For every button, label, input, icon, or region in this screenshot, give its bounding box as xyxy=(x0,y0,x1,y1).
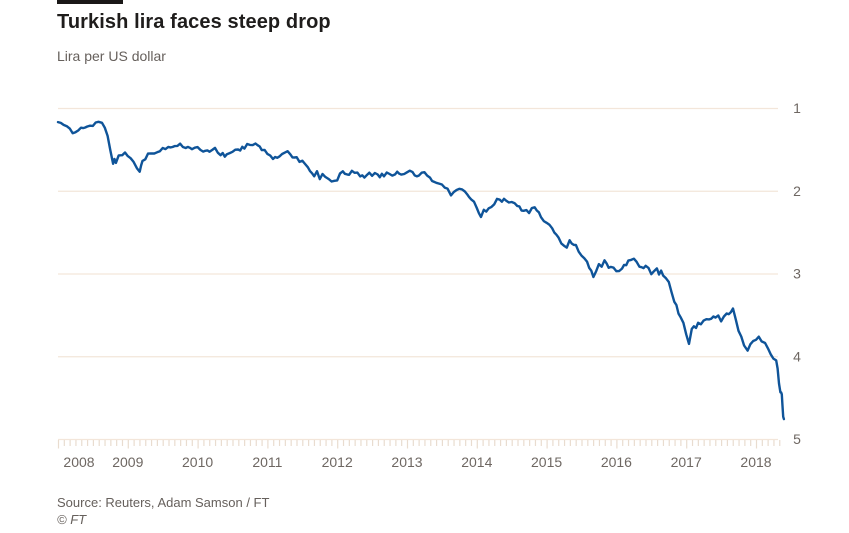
y-axis-label: 2 xyxy=(793,183,801,199)
x-axis-label: 2017 xyxy=(671,454,702,470)
x-axis-label: 2018 xyxy=(740,454,771,470)
source-text: Source: Reuters, Adam Samson / FT xyxy=(57,495,270,510)
x-axis-label: 2009 xyxy=(112,454,143,470)
data-line xyxy=(56,120,786,421)
x-axis-label: 2014 xyxy=(461,454,492,470)
chart-subtitle: Lira per US dollar xyxy=(57,48,166,64)
x-axis-label: 2008 xyxy=(63,454,94,470)
y-axis-label: 3 xyxy=(793,266,801,282)
y-axis-label: 1 xyxy=(793,100,801,116)
y-axis-label: 5 xyxy=(793,431,801,447)
x-axis-label: 2011 xyxy=(252,454,282,470)
y-axis-label: 4 xyxy=(793,348,801,364)
x-axis-label: 2016 xyxy=(601,454,632,470)
chart-title: Turkish lira faces steep drop xyxy=(57,11,331,33)
x-axis-label: 2012 xyxy=(322,454,353,470)
copyright-text: © FT xyxy=(57,512,87,527)
ft-brand-bar xyxy=(57,0,123,4)
x-axis-label: 2013 xyxy=(391,454,422,470)
x-axis-label: 2015 xyxy=(531,454,562,470)
x-axis-label: 2010 xyxy=(182,454,213,470)
